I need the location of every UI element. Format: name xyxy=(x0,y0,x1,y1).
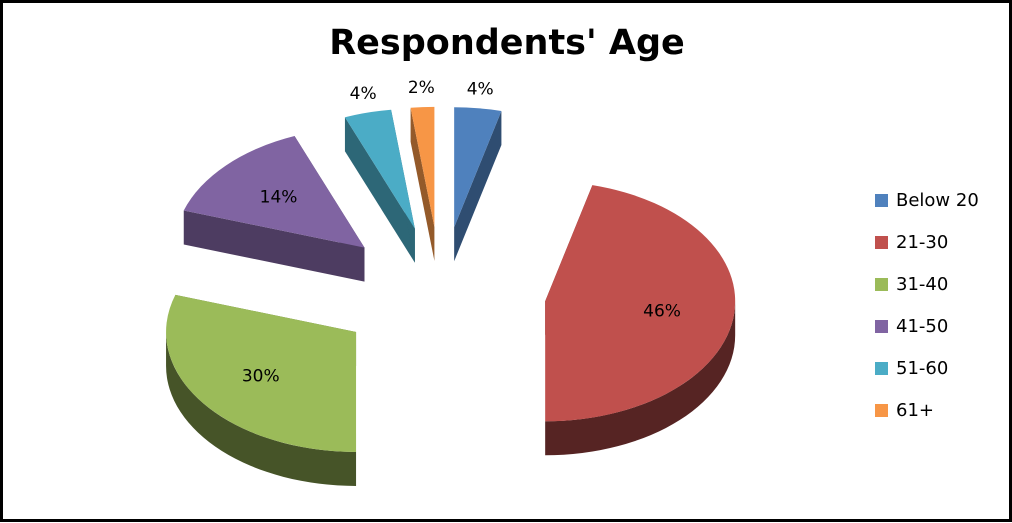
legend-item-0: Below 20 xyxy=(875,179,1005,221)
chart-title: Respondents' Age xyxy=(329,23,685,63)
pie-slice-0 xyxy=(454,107,502,262)
pie-slice-3 xyxy=(183,136,365,282)
legend-item-3: 41-50 xyxy=(875,305,1005,347)
data-label-1: 46% xyxy=(643,302,681,322)
legend-label: 21-30 xyxy=(896,231,949,253)
legend-label: Below 20 xyxy=(896,189,979,211)
pie-slice-4-wall-0 xyxy=(344,117,415,263)
pie-slice-4-top xyxy=(344,109,415,229)
data-label-2: 30% xyxy=(242,367,280,387)
legend-swatch xyxy=(875,277,888,291)
legend-item-5: 61+ xyxy=(875,389,1005,431)
legend-swatch xyxy=(875,403,888,417)
legend-item-1: 21-30 xyxy=(875,221,1005,263)
legend-label: 31-40 xyxy=(896,273,949,295)
legend-swatch xyxy=(875,235,888,249)
pie-slice-1-rim-0 xyxy=(545,301,736,456)
legend-swatch xyxy=(875,193,888,207)
pie-slice-3-top xyxy=(183,136,365,248)
legend-label: 61+ xyxy=(896,399,934,421)
pie-slice-2-top xyxy=(166,294,357,452)
pie-slice-4 xyxy=(344,109,415,263)
pie-slice-5 xyxy=(410,106,435,261)
pie-slice-5-top xyxy=(410,106,435,227)
pie-slice-1-top xyxy=(545,185,736,422)
pie-slice-0-wall-1 xyxy=(454,110,502,262)
pie-slice-1 xyxy=(545,185,736,456)
legend-label: 51-60 xyxy=(896,357,949,379)
pie-slice-5-wall-0 xyxy=(410,107,435,261)
pie-slice-2-rim-0 xyxy=(166,331,357,486)
legend-item-2: 31-40 xyxy=(875,263,1005,305)
data-label-4: 4% xyxy=(350,84,377,104)
legend-swatch xyxy=(875,319,888,333)
pie-slice-2 xyxy=(166,294,357,486)
data-label-3: 14% xyxy=(260,188,298,208)
legend-label: 41-50 xyxy=(896,315,949,337)
pie-slice-3-wall-0 xyxy=(183,210,365,282)
data-label-0: 4% xyxy=(467,79,494,99)
legend: Below 20 21-30 31-40 41-50 51-60 61+ xyxy=(875,179,1005,431)
pie-slice-0-top xyxy=(454,107,502,228)
data-label-5: 2% xyxy=(408,78,435,98)
legend-item-4: 51-60 xyxy=(875,347,1005,389)
legend-swatch xyxy=(875,361,888,375)
